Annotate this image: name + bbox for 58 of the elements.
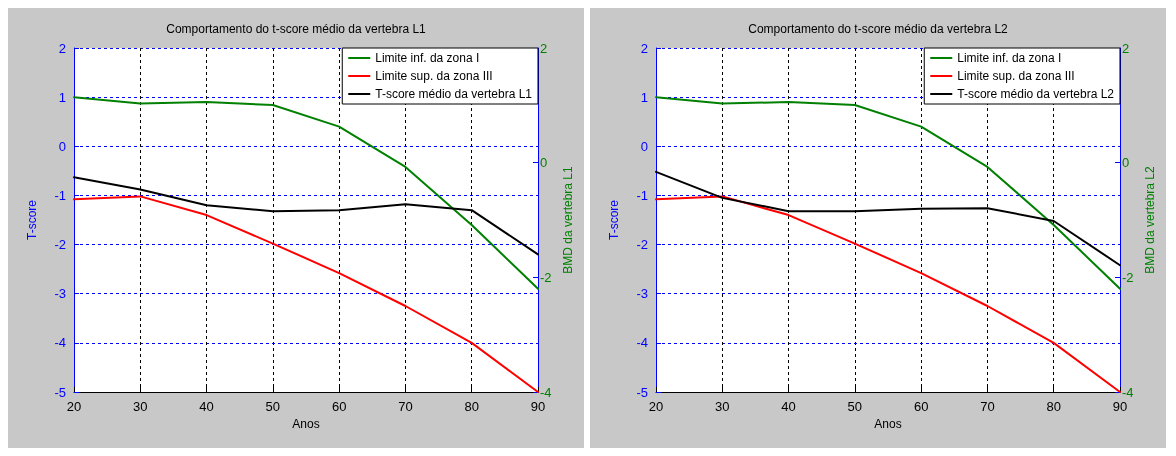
y-tick-label: -2 <box>54 237 66 253</box>
y2-tick-label: 0 <box>1122 155 1130 171</box>
x-axis-title: Anos <box>292 417 320 431</box>
y-tick-label: -4 <box>636 335 648 351</box>
x-tick-label: 30 <box>715 399 730 414</box>
y-tick-label: -5 <box>636 384 648 400</box>
x-tick-label: 20 <box>648 399 664 414</box>
y-tick-label: -1 <box>54 187 66 203</box>
y2-axis-title: BMD da vertebra L2 <box>1143 165 1158 274</box>
y-tick-label: -1 <box>636 187 648 203</box>
x-tick-label: 90 <box>1112 399 1128 414</box>
legend-label: Limite inf. da zona I <box>375 51 480 65</box>
legend-label: T-score médio da vertebra L1 <box>375 87 533 101</box>
y-tick-label: 1 <box>640 89 648 105</box>
x-tick-label: 50 <box>265 399 281 414</box>
chart-title: Comportamento do t-score médio da vertebra L1 <box>166 22 427 36</box>
x-tick-label: 40 <box>781 399 796 414</box>
chart-title: Comportamento do t-score médio da vertebra L2 <box>748 22 1009 36</box>
y-tick-label: 0 <box>58 138 66 154</box>
y-tick-label: 2 <box>640 40 648 56</box>
x-tick-label: 80 <box>1046 399 1061 414</box>
y-axis-title: T-score <box>25 199 39 241</box>
y2-tick-label: -4 <box>540 384 552 400</box>
x-tick-label: 60 <box>913 399 929 414</box>
y-tick-label: 1 <box>58 89 66 105</box>
x-tick-label: 20 <box>66 399 82 414</box>
x-tick-label: 40 <box>199 399 214 414</box>
x-tick-label: 50 <box>847 399 863 414</box>
y2-tick-label: 2 <box>1122 40 1130 56</box>
x-tick-label: 70 <box>980 399 995 414</box>
x-tick-label: 30 <box>133 399 148 414</box>
y-tick-label: -3 <box>54 286 66 302</box>
y2-tick-label: -4 <box>1122 384 1134 400</box>
y-axis-title: T-score <box>607 199 621 241</box>
legend-label: Limite sup. da zona III <box>375 69 493 83</box>
y-tick-label: -4 <box>54 335 66 351</box>
y2-tick-label: -2 <box>1122 269 1134 285</box>
line-series <box>73 195 539 393</box>
y-tick-label: -3 <box>636 286 648 302</box>
x-tick-label: 80 <box>464 399 479 414</box>
x-tick-label: 70 <box>398 399 413 414</box>
y2-tick-label: -2 <box>540 269 552 285</box>
y2-tick-label: 2 <box>540 40 548 56</box>
line-series <box>73 96 539 290</box>
y2-axis-title: BMD da vertebra L1 <box>561 165 576 274</box>
y-tick-label: 2 <box>58 40 66 56</box>
x-tick-label: 90 <box>530 399 546 414</box>
legend-label: T-score médio da vertebra L2 <box>957 87 1115 101</box>
x-axis-title: Anos <box>874 417 902 431</box>
legend-label: Limite sup. da zona III <box>957 69 1075 83</box>
y2-tick-label: 0 <box>540 155 548 171</box>
legend-label: Limite inf. da zona I <box>957 51 1062 65</box>
line-series <box>655 96 1121 290</box>
x-tick-label: 60 <box>331 399 347 414</box>
y-tick-label: 0 <box>640 138 648 154</box>
y-tick-label: -2 <box>636 237 648 253</box>
line-series <box>655 195 1121 393</box>
y-tick-label: -5 <box>54 384 66 400</box>
